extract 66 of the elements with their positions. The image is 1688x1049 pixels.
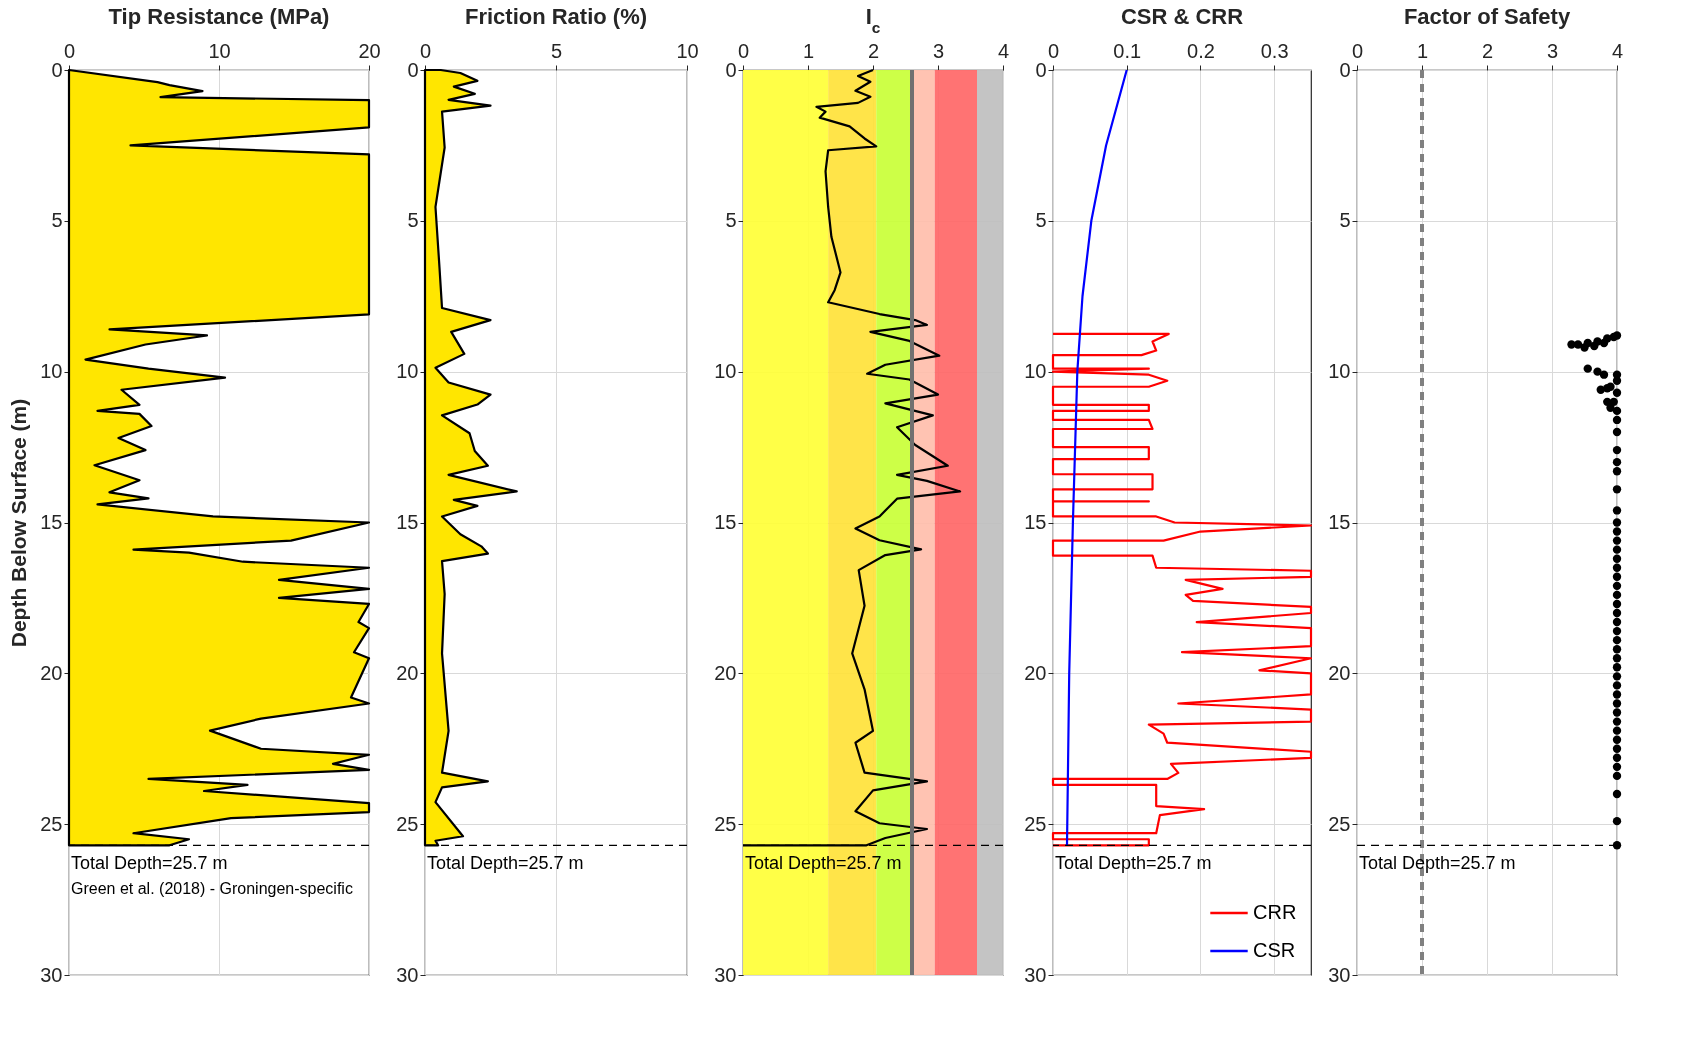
y-tick-label: 25 (714, 812, 737, 835)
chart-title: Friction Ratio (%) (464, 4, 648, 29)
y-tick-label: 20 (40, 661, 63, 684)
y-tick-label: 0 (51, 58, 63, 81)
y-tick-label: 0 (725, 58, 737, 81)
x-tick-label: 0.2 (1187, 39, 1215, 62)
y-tick-label: 30 (714, 963, 737, 986)
y-tick-label: 20 (1328, 661, 1351, 684)
x-tick-label: 5 (550, 39, 563, 62)
line-series (1051, 332, 1313, 847)
x-tick-label: 10 (208, 39, 231, 62)
y-tick-label: 30 (396, 963, 419, 986)
y-tick-label: 20 (714, 661, 737, 684)
line-series (1065, 68, 1128, 847)
ref-line-label: Total Depth=25.7 m (71, 853, 228, 874)
ref-line-label: Total Depth=25.7 m (427, 853, 584, 874)
chart-title: Tip Resistance (MPa) (108, 4, 330, 29)
y-tick-label: 10 (1024, 360, 1047, 383)
y-tick-label: 10 (40, 360, 63, 383)
y-tick-label: 0 (407, 58, 419, 81)
ref-line-label: Total Depth=25.7 m (1055, 853, 1212, 874)
ref-line-label: Total Depth=25.7 m (745, 853, 902, 874)
legend-label: CSR (1253, 939, 1296, 961)
x-tick-label: 0.1 (1113, 39, 1142, 62)
x-tick-label: 2 (867, 39, 880, 62)
x-tick-label: 4 (997, 39, 1010, 62)
y-tick-label: 15 (714, 511, 737, 533)
x-tick-label: 0.3 (1260, 39, 1289, 62)
y-tick-label: 20 (1024, 661, 1047, 684)
x-tick-label: 20 (358, 39, 381, 62)
y-tick-label: 15 (1024, 511, 1047, 533)
y-tick-label: 5 (725, 209, 737, 232)
y-tick-label: 0 (1339, 58, 1351, 81)
x-tick-label: 1 (1416, 39, 1429, 62)
x-tick-label: 10 (676, 39, 699, 62)
ref-line-label: Total Depth=25.7 m (1359, 853, 1516, 874)
y-tick-label: 15 (396, 511, 419, 533)
y-tick-label: 15 (40, 511, 63, 533)
x-tick-label: 1 (802, 39, 815, 62)
x-tick-label: 2 (1481, 39, 1494, 62)
chart-title: CSR & CRR (1120, 4, 1244, 29)
y-tick-label: 5 (407, 209, 419, 232)
y-tick-label: 15 (1328, 511, 1351, 533)
y-tick-label: 10 (396, 360, 419, 383)
y-tick-label: 25 (1328, 812, 1351, 835)
y-tick-label: 20 (396, 661, 419, 684)
y-tick-label: 25 (396, 812, 419, 835)
x-tick-label: 4 (1611, 39, 1624, 62)
x-tick-label: 3 (1546, 39, 1559, 62)
chart-title: I$_{c}$ (865, 4, 881, 36)
y-tick-label: 25 (40, 812, 63, 835)
y-tick-label: 5 (1339, 209, 1351, 232)
x-tick-label: 3 (932, 39, 945, 62)
y-tick-label: 25 (1024, 812, 1047, 835)
y-axis-title: Depth Below Surface (m) (7, 398, 31, 648)
y-tick-label: 10 (714, 360, 737, 383)
y-tick-label: 5 (51, 209, 63, 232)
chart-title: Factor of Safety (1403, 4, 1571, 29)
y-tick-label: 30 (1328, 963, 1351, 986)
y-tick-label: 10 (1328, 360, 1351, 383)
y-tick-label: 30 (1024, 963, 1047, 986)
y-tick-label: 5 (1035, 209, 1047, 232)
annotation: Green et al. (2018) - Groningen-specific (71, 880, 353, 898)
y-tick-label: 0 (1035, 58, 1047, 81)
y-tick-label: 30 (40, 963, 63, 986)
legend-label: CRR (1253, 901, 1297, 923)
